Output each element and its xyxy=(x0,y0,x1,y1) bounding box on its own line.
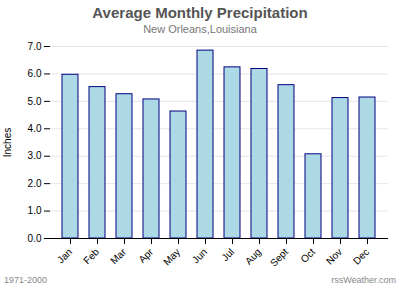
html-text:1971-2000: 1971-2000 xyxy=(4,275,47,285)
html-text:Average Monthly Precipitation: Average Monthly Precipitation xyxy=(92,4,308,21)
html-text:New Orleans,Louisiana: New Orleans,Louisiana xyxy=(143,23,257,35)
svg-text:Aug: Aug xyxy=(243,246,263,266)
svg-text:4.0: 4.0 xyxy=(28,123,42,134)
svg-text:Dec: Dec xyxy=(351,246,371,266)
svg-text:5.0: 5.0 xyxy=(28,96,42,107)
svg-text:0.0: 0.0 xyxy=(28,233,42,244)
svg-text:Sept: Sept xyxy=(268,246,290,268)
svg-text:7.0: 7.0 xyxy=(28,41,42,52)
html-text:rssWeather.com: rssWeather.com xyxy=(331,275,396,285)
svg-text:2.0: 2.0 xyxy=(28,178,42,189)
svg-text:Jun: Jun xyxy=(190,246,209,265)
svg-text:6.0: 6.0 xyxy=(28,68,42,79)
svg-text:Nov: Nov xyxy=(324,246,344,266)
svg-text:Mar: Mar xyxy=(108,246,128,266)
svg-text:Apr: Apr xyxy=(136,246,155,265)
svg-text:Oct: Oct xyxy=(298,246,317,265)
svg-text:Feb: Feb xyxy=(81,246,101,266)
svg-text:Inches: Inches xyxy=(2,128,13,157)
svg-text:Jul: Jul xyxy=(219,246,236,263)
svg-text:May: May xyxy=(161,246,182,267)
svg-text:3.0: 3.0 xyxy=(28,150,42,161)
svg-text:Jan: Jan xyxy=(55,246,74,265)
svg-text:1.0: 1.0 xyxy=(28,205,42,216)
